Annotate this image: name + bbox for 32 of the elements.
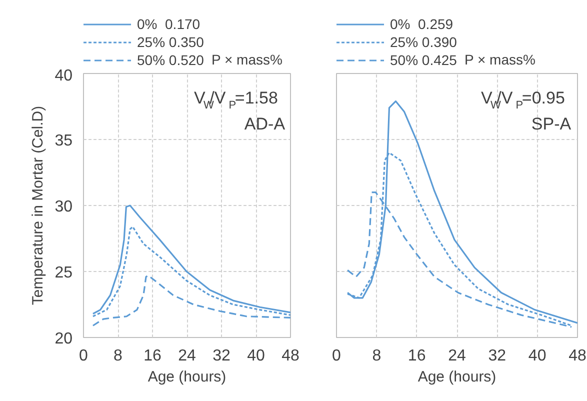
text: P × mass%	[212, 52, 282, 68]
x-tick-label: 8	[114, 348, 123, 364]
x-axis-title: Age (hours)	[148, 368, 226, 386]
x-tick-label: 0	[332, 348, 342, 364]
y-tick-label: 30	[54, 198, 73, 216]
legend-label: 0% 0.259	[390, 16, 454, 32]
x-tick-label: 32	[488, 348, 506, 364]
text: P × mass%	[464, 52, 536, 68]
legend-label: 0% 0.170	[137, 16, 200, 32]
x-tick-label: 48	[568, 348, 586, 364]
y-tick-label: 40	[54, 68, 73, 84]
x-tick-label: 8	[372, 348, 382, 364]
x-tick-label: 40	[247, 348, 265, 364]
x-tick-label: 24	[448, 348, 466, 364]
x-tick-label: 0	[79, 348, 88, 364]
x-tick-label: 24	[178, 348, 196, 364]
x-tick-label: 16	[144, 348, 162, 364]
legend-label: 50% 0.520	[137, 52, 204, 68]
legend-label: 50% 0.425	[390, 52, 457, 68]
annotation: SP-A	[531, 114, 572, 134]
x-tick-label: 32	[212, 348, 230, 364]
y-tick-label: 25	[54, 264, 73, 282]
y-axis-title: Temperature in Mortar (Cel.D)	[30, 106, 47, 306]
x-tick-label: 40	[528, 348, 546, 364]
y-tick-label: 35	[54, 132, 73, 150]
legend-label: 25% 0.390	[390, 34, 457, 50]
x-tick-label: 48	[282, 348, 300, 364]
x-tick-label: 16	[408, 348, 426, 364]
legend-label: 25% 0.350	[137, 34, 204, 50]
x-axis-title: Age (hours)	[418, 368, 496, 386]
y-tick-label: 20	[54, 330, 73, 348]
annotation: AD-A	[244, 114, 286, 134]
